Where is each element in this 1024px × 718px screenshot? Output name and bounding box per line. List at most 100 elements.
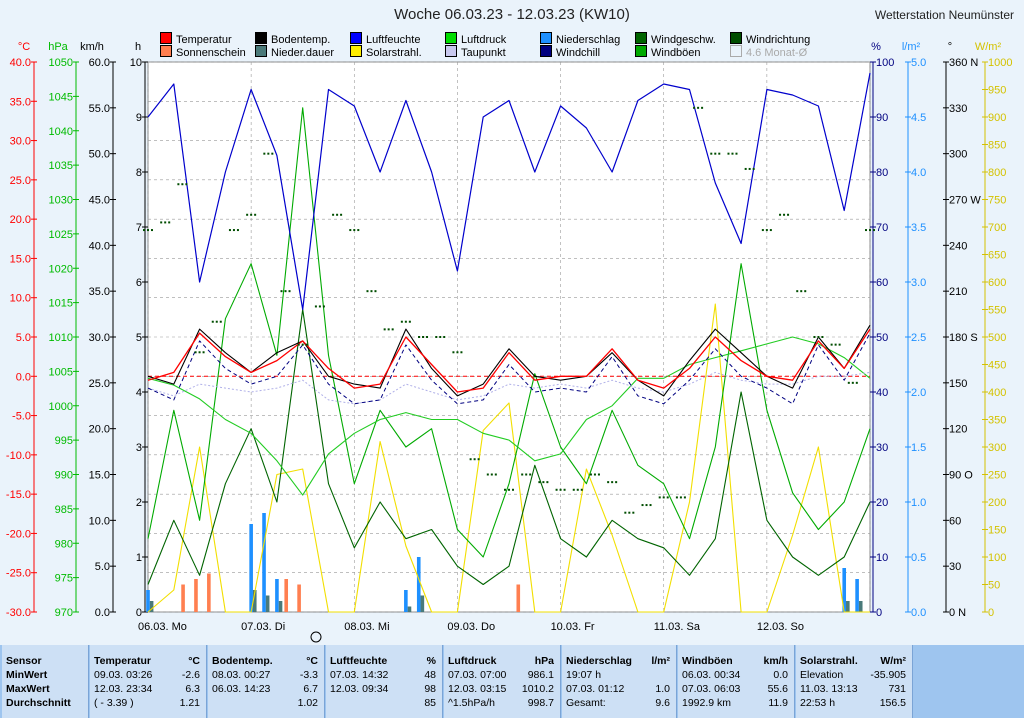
wind-direction-dot: [869, 229, 871, 232]
wind-direction-dot: [787, 213, 790, 216]
stats-row-label: 07.03. 06:03: [682, 683, 741, 695]
wind-direction-dot: [834, 343, 837, 346]
axis-tick-label-temperature: -30.0: [6, 607, 31, 619]
wind-direction-dot: [194, 351, 197, 354]
stats-row-label: 07.03. 01:12: [566, 683, 625, 695]
stats-row-value: -2.6: [181, 669, 200, 681]
axis-tick-label-wind: 55.0: [89, 103, 110, 115]
wind-direction-dot: [580, 488, 583, 491]
stats-column: Luftfeuchte% 07.03. 14:32 48 12.03. 09:34 98…: [326, 645, 443, 718]
stats-header-name: Windböen: [682, 655, 733, 667]
stats-row: 07.03. 01:12 1.0: [562, 682, 676, 696]
stats-row-label: 07.03. 14:32: [330, 669, 389, 681]
wind-direction-dot: [168, 221, 171, 224]
wind-direction-dot: [783, 213, 786, 216]
axis-tick-label-pressure: 1015: [49, 298, 73, 310]
stats-row-label: 11.03. 13:13: [800, 683, 858, 695]
precipitation-bar: [416, 557, 421, 612]
stats-row-label: 19:07 h: [566, 669, 602, 681]
precip-duration-bar: [858, 601, 863, 612]
legend-swatch: [540, 32, 552, 44]
stats-row-value: 55.6: [767, 683, 788, 695]
wind-direction-dot: [383, 328, 386, 331]
axis-tick-label-direction: 0 N: [949, 607, 966, 619]
axis-tick-label-precipitation: 1.5: [911, 442, 926, 454]
stats-header-name: Solarstrahl.: [800, 655, 858, 667]
wind-direction-dot: [855, 381, 858, 384]
wind-direction-dot: [202, 351, 205, 354]
stats-row-value: 9.6: [655, 697, 670, 709]
wind-direction-dot: [769, 229, 772, 232]
precipitation-bar: [842, 568, 847, 612]
precip-duration-bar: [278, 601, 283, 612]
wind-direction-dot: [263, 152, 266, 155]
wind-direction-dot: [332, 213, 335, 216]
axis-tick-label-sunshine: 5: [136, 332, 142, 344]
axis-unit-temperature: °C: [18, 41, 30, 53]
axis-tick-label-direction: 210: [949, 286, 967, 298]
axis-tick-label-solar: 550: [988, 305, 1006, 317]
axis-tick-label-pressure: 1025: [49, 229, 73, 241]
legend-swatch: [635, 45, 647, 57]
axis-tick-label-precipitation: 4.5: [911, 112, 926, 124]
wind-direction-dot: [473, 458, 476, 461]
stats-header-unit: km/h: [763, 655, 788, 667]
legend-item: Sonnenschein: [160, 45, 246, 59]
stats-row-label: 07.03. 07:00: [448, 669, 507, 681]
legend-swatch: [160, 45, 172, 57]
legend-item: Niederschlag: [540, 32, 620, 46]
axis-tick-label-solar: 150: [988, 525, 1006, 537]
axis-tick-label-direction: 270 W: [949, 195, 981, 207]
wind-direction-dot: [701, 106, 704, 109]
wind-direction-dot: [404, 320, 407, 323]
axis-tick-label-pressure: 995: [55, 435, 73, 447]
wind-direction-dot: [452, 351, 455, 354]
wind-direction-dot: [593, 473, 596, 476]
axis-tick-label-wind: 25.0: [89, 378, 110, 390]
wind-direction-dot: [710, 152, 713, 155]
axis-tick-label-pressure: 1035: [49, 160, 73, 172]
stats-row-value: -3.3: [299, 669, 318, 681]
wind-direction-dot: [181, 183, 184, 186]
legend-swatch: [445, 32, 457, 44]
wind-direction-dot: [353, 229, 356, 232]
axis-tick-label-wind: 30.0: [89, 332, 110, 344]
stats-row: 12.03. 09:34 98: [326, 682, 442, 696]
stats-row: 12.03. 23:34 6.3: [90, 682, 206, 696]
axis-unit-precipitation: l/m²: [902, 41, 921, 53]
axis-tick-label-solar: 100: [988, 552, 1006, 564]
axis-tick-label-temperature: 40.0: [10, 57, 31, 69]
legend-label: Nieder.dauer: [271, 47, 334, 59]
axis-unit-direction: °: [948, 41, 952, 53]
legend-swatch: [540, 45, 552, 57]
wind-direction-dot: [611, 481, 614, 484]
precip-duration-bar: [252, 590, 257, 612]
precipitation-bar: [146, 590, 150, 612]
legend-label: Windböen: [651, 47, 701, 59]
wind-direction-dot: [615, 481, 618, 484]
axis-tick-label-pressure: 970: [55, 607, 73, 619]
axis-tick-label-temperature: 35.0: [10, 96, 31, 108]
stats-header: Bodentemp. °C: [208, 654, 324, 668]
legend-item: Luftfeuchte: [350, 32, 420, 46]
stats-row-label: 12.03. 09:34: [330, 683, 389, 695]
stats-row-value: 98: [424, 683, 436, 695]
wind-direction-dot: [865, 229, 867, 232]
series-line-bodentemp: [147, 324, 871, 397]
axis-tick-label-wind: 35.0: [89, 286, 110, 298]
axis-tick-label-sunshine: 1: [136, 552, 142, 564]
axis-tick-label-pressure: 1000: [49, 401, 73, 413]
wind-direction-dot: [628, 511, 631, 514]
axis-tick-label-solar: 950: [988, 85, 1006, 97]
stats-row-label: 08.03. 00:27: [212, 669, 271, 681]
wind-direction-dot: [804, 290, 807, 293]
stats-column: Solarstrahl. W/m² Elevation -35.905 11.03. 1…: [796, 645, 913, 718]
axis-tick-label-solar: 250: [988, 470, 1006, 482]
stats-row-value: 6.3: [185, 683, 200, 695]
wind-direction-dot: [796, 290, 799, 293]
legend-swatch: [350, 32, 362, 44]
wind-direction-dot: [813, 336, 816, 338]
wind-direction-dot: [563, 488, 566, 491]
axis-tick-label-sunshine: 2: [136, 497, 142, 509]
stats-row-label: 22:53 h: [800, 697, 836, 709]
